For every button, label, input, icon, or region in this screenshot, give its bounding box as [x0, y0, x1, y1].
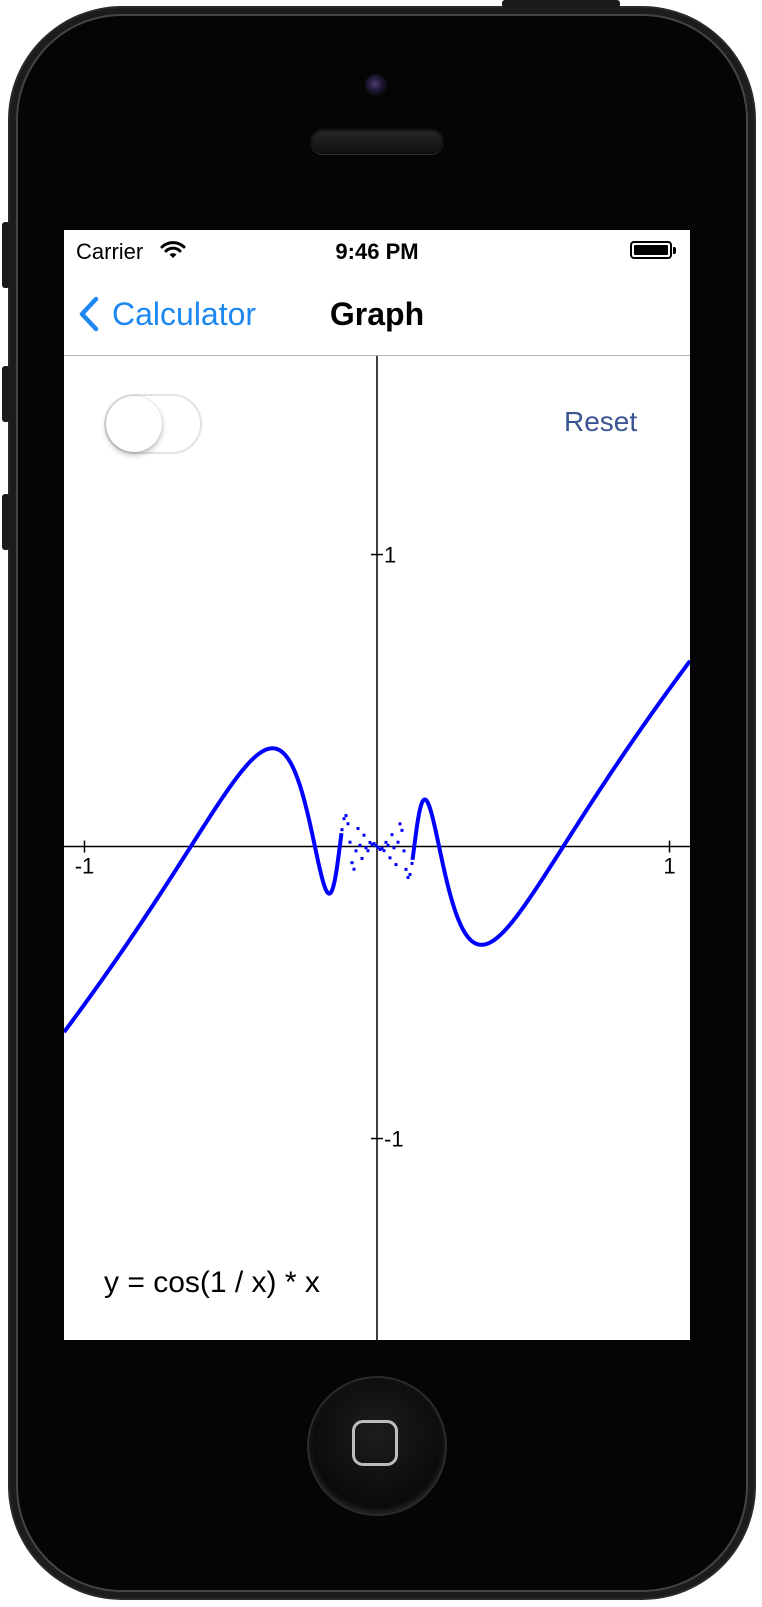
carrier-label: Carrier — [76, 239, 144, 264]
curve-point — [340, 828, 344, 832]
home-button[interactable] — [309, 1378, 445, 1514]
curve-point — [386, 843, 390, 847]
curve-point — [364, 846, 368, 850]
function-curve — [64, 659, 690, 1034]
front-camera — [365, 74, 387, 96]
function-label: y = cos(1 / x) * x — [104, 1266, 320, 1299]
curve-point — [410, 861, 414, 865]
curve-point — [346, 822, 350, 826]
curve-point — [360, 856, 364, 860]
toggle-knob — [106, 396, 162, 452]
curve-point — [402, 849, 406, 853]
mute-switch — [2, 222, 10, 288]
curve-point — [408, 872, 412, 876]
curve-point — [356, 826, 360, 830]
y-tick-label: -1 — [384, 1127, 404, 1152]
y-tick-label: 1 — [384, 543, 396, 568]
curve-point — [376, 845, 380, 849]
curve-point — [396, 840, 400, 844]
page-title: Graph — [329, 296, 425, 332]
graph-canvas[interactable]: -1 1 1 -1 — [64, 356, 690, 1340]
curve-point — [406, 875, 410, 879]
status-time: 9:46 PM — [335, 239, 419, 264]
screen: Carrier 9:46 PM Calculator Graph -1 1 1 -1 — [64, 230, 690, 1340]
volume-down-button — [2, 494, 10, 550]
battery-nub — [673, 247, 676, 254]
curve-point — [400, 828, 404, 832]
x-tick-label: 1 — [663, 854, 675, 879]
earpiece-speaker — [310, 128, 444, 154]
curve-point — [378, 848, 382, 852]
back-button-label: Calculator — [112, 295, 257, 332]
curve-point — [370, 843, 374, 847]
curve-point — [404, 867, 408, 871]
curve-point — [362, 833, 366, 837]
curve-point — [382, 849, 386, 853]
curve-point — [342, 817, 346, 821]
curve-point — [372, 842, 376, 846]
curve-point — [374, 844, 378, 848]
wifi-icon — [160, 241, 186, 258]
x-tick-label: -1 — [75, 854, 95, 879]
chevron-left-icon — [79, 296, 99, 332]
curve-point — [354, 849, 358, 853]
curve-point — [344, 814, 348, 818]
curve-point — [392, 846, 396, 850]
curve-point — [358, 843, 362, 847]
curve-point — [388, 856, 392, 860]
power-button — [502, 0, 620, 8]
curve-point — [366, 849, 370, 853]
reset-button[interactable]: Reset — [564, 406, 638, 437]
curve-point — [380, 846, 384, 850]
curve-point — [390, 833, 394, 837]
curve-point — [384, 840, 388, 844]
toggle-switch[interactable] — [104, 394, 202, 454]
battery-icon — [630, 241, 672, 259]
graph-view[interactable]: -1 1 1 -1 Reset y = cos(1 / x) * x — [64, 356, 690, 1340]
navigation-bar: Calculator Graph — [64, 272, 690, 356]
curve-point — [398, 822, 402, 826]
axis-ticks: -1 1 1 -1 — [75, 543, 676, 1152]
curve-point — [348, 840, 352, 844]
curve-point — [394, 863, 398, 867]
status-bar: Carrier 9:46 PM — [64, 230, 690, 272]
volume-up-button — [2, 366, 10, 422]
curve-point — [352, 867, 356, 871]
home-square-icon — [352, 1420, 398, 1466]
curve-point — [350, 861, 354, 865]
back-button[interactable]: Calculator — [78, 292, 256, 336]
curve — [64, 659, 690, 1034]
curve-point — [368, 840, 372, 844]
